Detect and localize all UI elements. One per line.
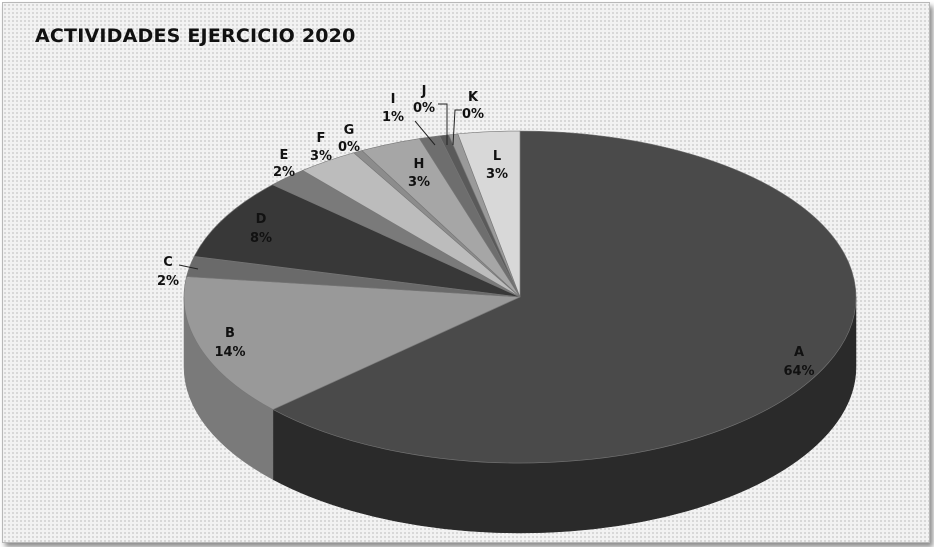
chart-title: ACTIVIDADES EJERCICIO 2020 [35,25,356,47]
slice-label-j: J [421,84,427,99]
slice-label-e: E [280,148,289,163]
pie-slice-d [193,184,521,298]
slice-label-g: G [344,123,355,138]
slice-label-a: A [794,345,804,360]
slice-label-c: C [163,255,173,270]
leader-line-i [414,120,436,146]
slice-percent-e: 2% [273,165,295,180]
slice-percent-j: 0% [413,101,435,116]
slice-label-l: L [493,149,501,164]
pie-slice-l [457,130,521,298]
slice-label-f: F [317,131,326,146]
slice-percent-c: 2% [157,274,179,289]
slice-label-i: I [391,92,396,107]
slice-percent-d: 8% [250,231,272,246]
slice-percent-g: 0% [338,140,360,155]
leader-line-j [438,103,448,145]
pie-chart: A 64% B 14% C 2% D 8% E 2% F 3% G 0% H 3% I 1% J 0% K 0% L 3% [157,84,857,534]
slice-label-h: H [414,157,425,172]
slice-percent-b: 14% [214,345,245,360]
pie-slice-a [272,130,857,464]
slice-percent-h: 3% [408,175,430,190]
slice-percent-l: 3% [486,167,508,182]
slice-label-k: K [468,90,479,105]
slice-label-b: B [225,326,235,341]
slice-percent-k: 0% [462,107,484,122]
pie-slice-b [183,276,521,410]
slice-percent-a: 64% [783,364,814,379]
slice-label-d: D [256,212,267,227]
slice-percent-i: 1% [382,110,404,125]
leader-line-k [452,109,462,146]
leader-line-c [178,264,199,270]
slice-percent-f: 3% [310,149,332,164]
